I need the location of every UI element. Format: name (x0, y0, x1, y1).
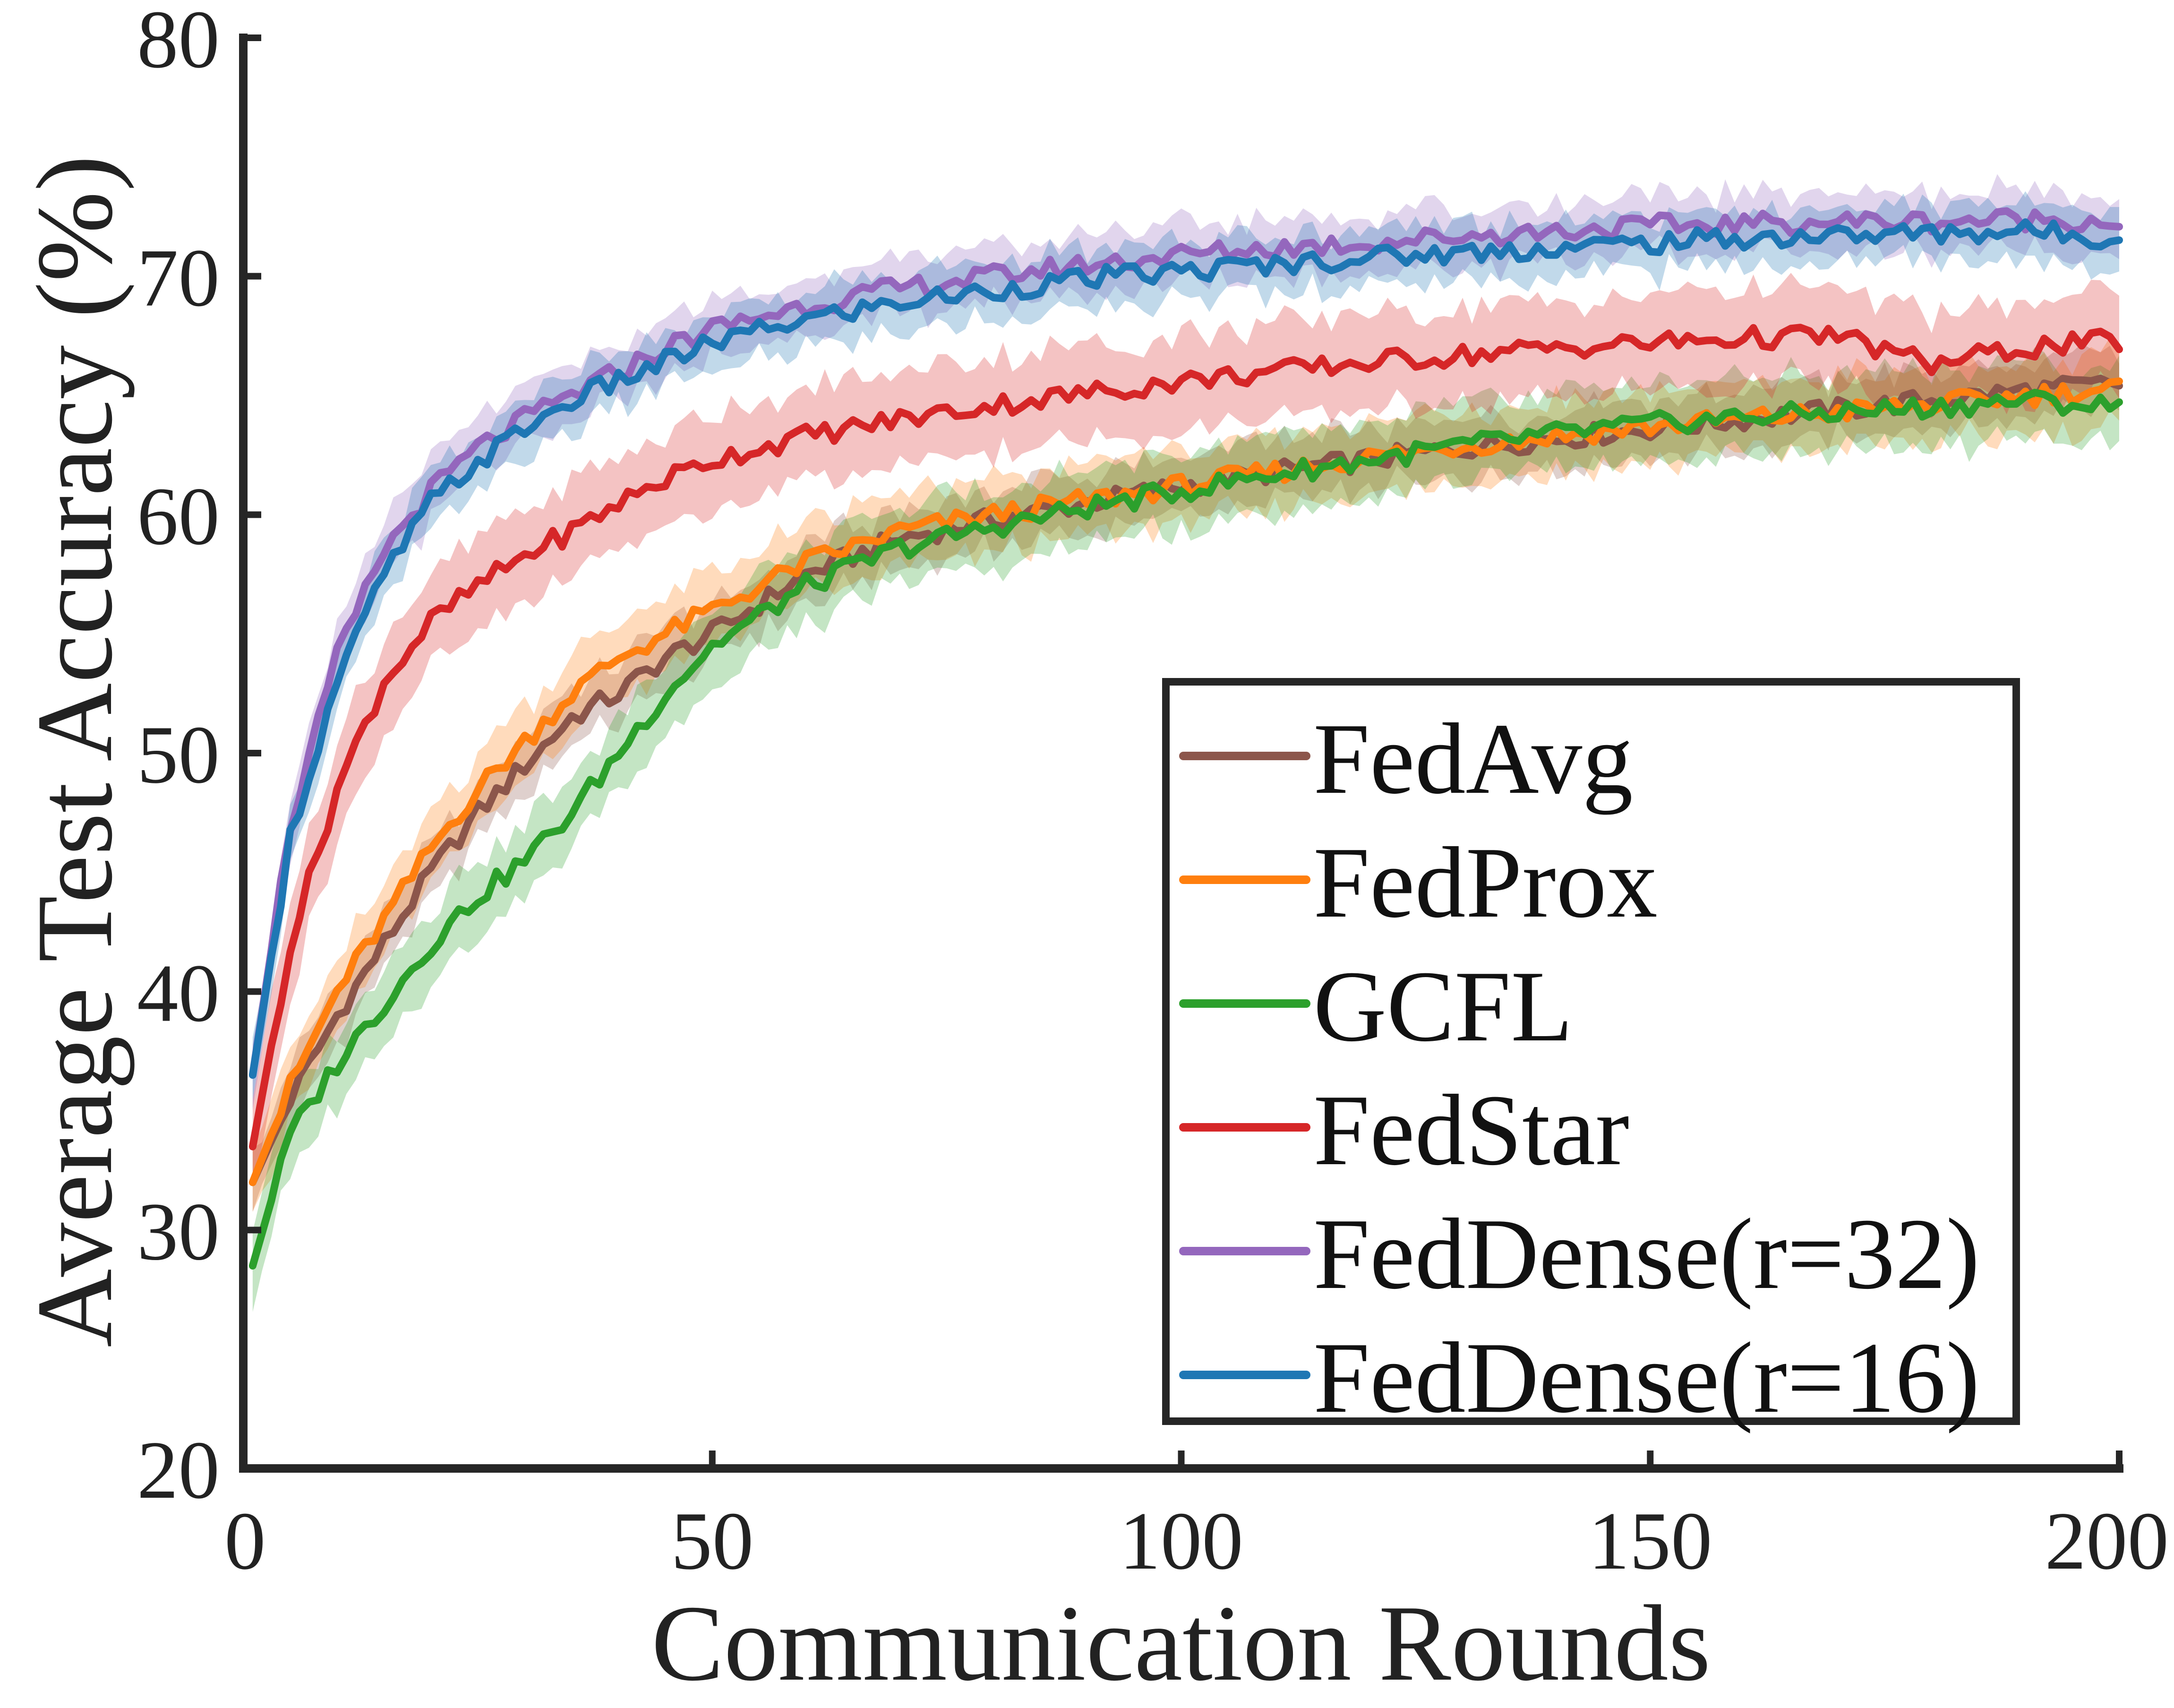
series-lines (248, 207, 2123, 1270)
legend-label-feddense-r-32: FedDense(r=32) (1313, 1197, 1980, 1310)
y-tick-label: 50 (137, 709, 220, 800)
x-axis-title: Communication Rounds (651, 1583, 1711, 1703)
x-tick-label: 0 (224, 1495, 266, 1587)
axis-ticks: 20 30 40 50 60 70 80 0 50 100 150 200 (137, 0, 2169, 1587)
y-tick-label: 80 (137, 0, 220, 85)
x-tick-label: 100 (1119, 1495, 1243, 1587)
band-gcfl (252, 347, 2119, 1312)
band-fedprox (252, 337, 2119, 1212)
x-tick-label: 150 (1588, 1495, 1712, 1587)
x-tick-label: 50 (671, 1495, 753, 1587)
series-line-feddense-r-16 (248, 218, 2123, 1079)
legend-box (1162, 678, 2020, 1425)
series-line-feddense-r-32 (248, 207, 2123, 1079)
series-line-gcfl (248, 388, 2123, 1270)
legend-label-fedavg: FedAvg (1313, 702, 1633, 815)
y-tick-label: 30 (137, 1185, 220, 1277)
legend-label-gcfl: GCFL (1313, 950, 1573, 1063)
legend-label-fedprox: FedProx (1313, 826, 1658, 939)
y-tick-label: 20 (137, 1424, 220, 1516)
legend-label-fedstar: FedStar (1313, 1073, 1629, 1186)
series-line-fedstar (248, 324, 2123, 1150)
confidence-bands (252, 174, 2119, 1312)
y-tick-label: 70 (137, 232, 220, 324)
band-fedstar (252, 273, 2119, 1187)
x-tick-label: 200 (2045, 1495, 2169, 1587)
y-tick-label: 40 (137, 947, 220, 1039)
legend: FedAvgFedProxGCFLFedStarFedDense(r=32)Fe… (1162, 678, 2020, 1434)
legend-label-feddense-r-16: FedDense(r=16) (1313, 1321, 1980, 1434)
y-tick-label: 60 (137, 470, 220, 562)
y-axis-title: Average Test Accuracy (%) (14, 155, 135, 1347)
